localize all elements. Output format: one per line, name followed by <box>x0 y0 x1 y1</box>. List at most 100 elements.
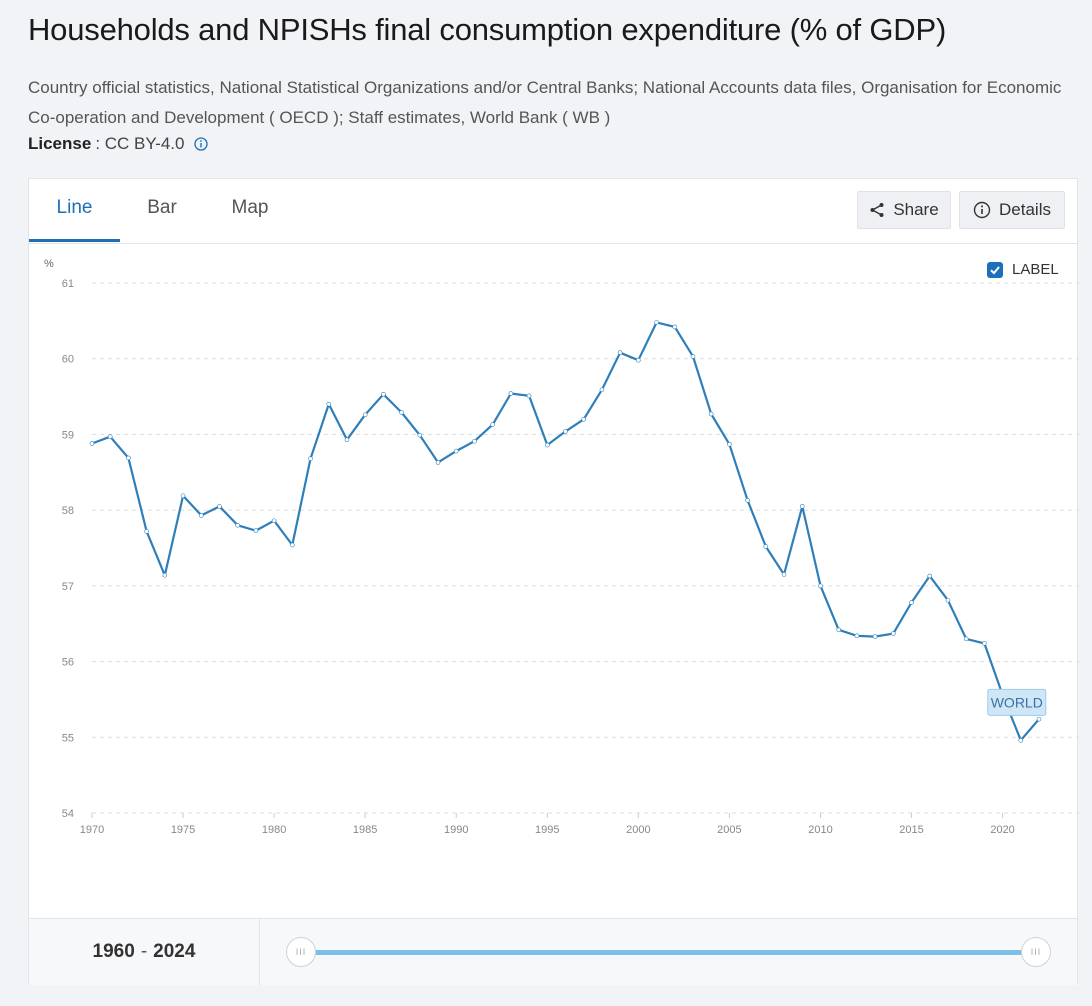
data-point <box>672 324 678 330</box>
data-point <box>180 493 186 499</box>
x-tick-label: 2015 <box>899 824 923 836</box>
chart-tabs: Line Bar Map Share Details <box>29 179 1077 244</box>
share-icon <box>870 203 884 217</box>
data-point <box>472 438 477 444</box>
source-note: Country official statistics, National St… <box>28 78 1062 127</box>
data-point <box>344 437 350 443</box>
year-slider-track[interactable] <box>301 950 1037 955</box>
data-point <box>362 412 368 418</box>
series-label: WORLD <box>991 694 1043 710</box>
data-point <box>872 634 878 639</box>
info-icon[interactable] <box>194 137 209 151</box>
x-tick-label: 2020 <box>990 824 1014 836</box>
data-point <box>727 441 732 447</box>
data-point <box>490 422 495 427</box>
x-tick-label: 1970 <box>80 824 104 836</box>
checkmark-icon <box>990 265 1000 274</box>
data-point <box>1036 716 1042 722</box>
y-tick-label: 61 <box>62 278 74 290</box>
share-button[interactable]: Share <box>857 191 951 229</box>
details-button[interactable]: Details <box>959 191 1065 229</box>
x-tick-label: 2005 <box>717 824 741 836</box>
year-range-text: 1960-2024 <box>29 919 260 985</box>
line-chart: % 54 55 56 57 58 59 60 61 1970 1975 1980 1985 1990 199… <box>44 258 1079 836</box>
y-tick-label: 58 <box>62 505 74 517</box>
data-point <box>107 434 113 440</box>
data-point <box>581 416 587 422</box>
x-tick-label: 2010 <box>808 824 832 836</box>
data-point <box>544 442 550 448</box>
data-point <box>89 441 95 446</box>
license: License : CC BY-4.0 <box>28 134 209 154</box>
data-point <box>435 460 441 465</box>
y-tick-label: 56 <box>62 657 74 669</box>
series-label-box <box>987 688 1047 716</box>
data-point <box>836 627 841 633</box>
data-point <box>399 410 404 415</box>
data-point <box>909 600 914 605</box>
tab-map[interactable]: Map <box>231 197 269 218</box>
data-point <box>563 429 568 434</box>
data-point <box>654 320 659 325</box>
license-label: License <box>28 134 92 153</box>
data-point <box>253 528 259 533</box>
page-title: Households and NPISHs final consumption … <box>28 12 947 47</box>
year-range-bar: 1960-2024 III III <box>29 918 1077 985</box>
license-value: : CC BY-4.0 <box>95 134 185 153</box>
data-point <box>308 456 313 461</box>
y-tick-label: 59 <box>62 429 74 441</box>
data-point <box>891 631 896 636</box>
data-point <box>690 354 696 359</box>
tab-line[interactable]: Line <box>29 179 120 242</box>
data-point <box>217 504 222 509</box>
data-point <box>326 401 332 407</box>
info-circle-icon <box>973 201 991 219</box>
data-point <box>508 391 514 396</box>
series-line <box>91 321 1040 742</box>
data-point <box>854 633 860 639</box>
y-tick-label: 57 <box>62 581 74 593</box>
data-point <box>745 497 750 503</box>
data-point <box>162 572 168 578</box>
details-label: Details <box>999 200 1051 219</box>
chart-card: Line Bar Map Share Details % 54 55 56 57 58 59… <box>28 178 1079 985</box>
x-tick-label: 1985 <box>353 824 377 836</box>
y-tick-label: 60 <box>62 354 74 366</box>
data-point <box>617 350 623 355</box>
slider-handle-start[interactable]: III <box>286 937 316 967</box>
x-tick-label: 1980 <box>262 824 286 836</box>
data-point <box>781 572 787 577</box>
data-point <box>1018 738 1024 743</box>
x-tick-label: 1995 <box>535 824 559 836</box>
label-checkbox[interactable] <box>987 261 1003 278</box>
data-point <box>799 504 805 509</box>
range-start: 1960 <box>92 941 135 962</box>
data-point <box>144 529 149 534</box>
data-point <box>381 392 386 397</box>
range-separator: - <box>140 941 148 962</box>
data-point <box>453 448 459 454</box>
data-point <box>927 573 933 579</box>
data-point <box>763 544 769 549</box>
data-point <box>126 455 131 461</box>
y-tick-label: 55 <box>62 732 74 744</box>
data-point <box>636 357 641 363</box>
y-tick-label: 54 <box>62 808 74 820</box>
data-point <box>982 641 987 646</box>
label-toggle-text: LABEL <box>1012 261 1059 278</box>
range-end: 2024 <box>153 941 196 962</box>
x-tick-label: 2000 <box>626 824 650 836</box>
data-point <box>526 393 532 399</box>
x-tick-label: 1990 <box>444 824 468 836</box>
data-point <box>963 636 969 642</box>
data-point <box>235 522 240 528</box>
data-point <box>417 432 423 438</box>
x-tick-label: 1975 <box>171 824 195 836</box>
data-point <box>599 387 605 393</box>
data-point <box>818 583 823 589</box>
slider-handle-end[interactable]: III <box>1021 937 1051 967</box>
tab-bar[interactable]: Bar <box>147 197 177 218</box>
data-point <box>290 542 295 548</box>
data-point <box>945 597 951 603</box>
label-toggle[interactable]: LABEL <box>987 261 1059 278</box>
